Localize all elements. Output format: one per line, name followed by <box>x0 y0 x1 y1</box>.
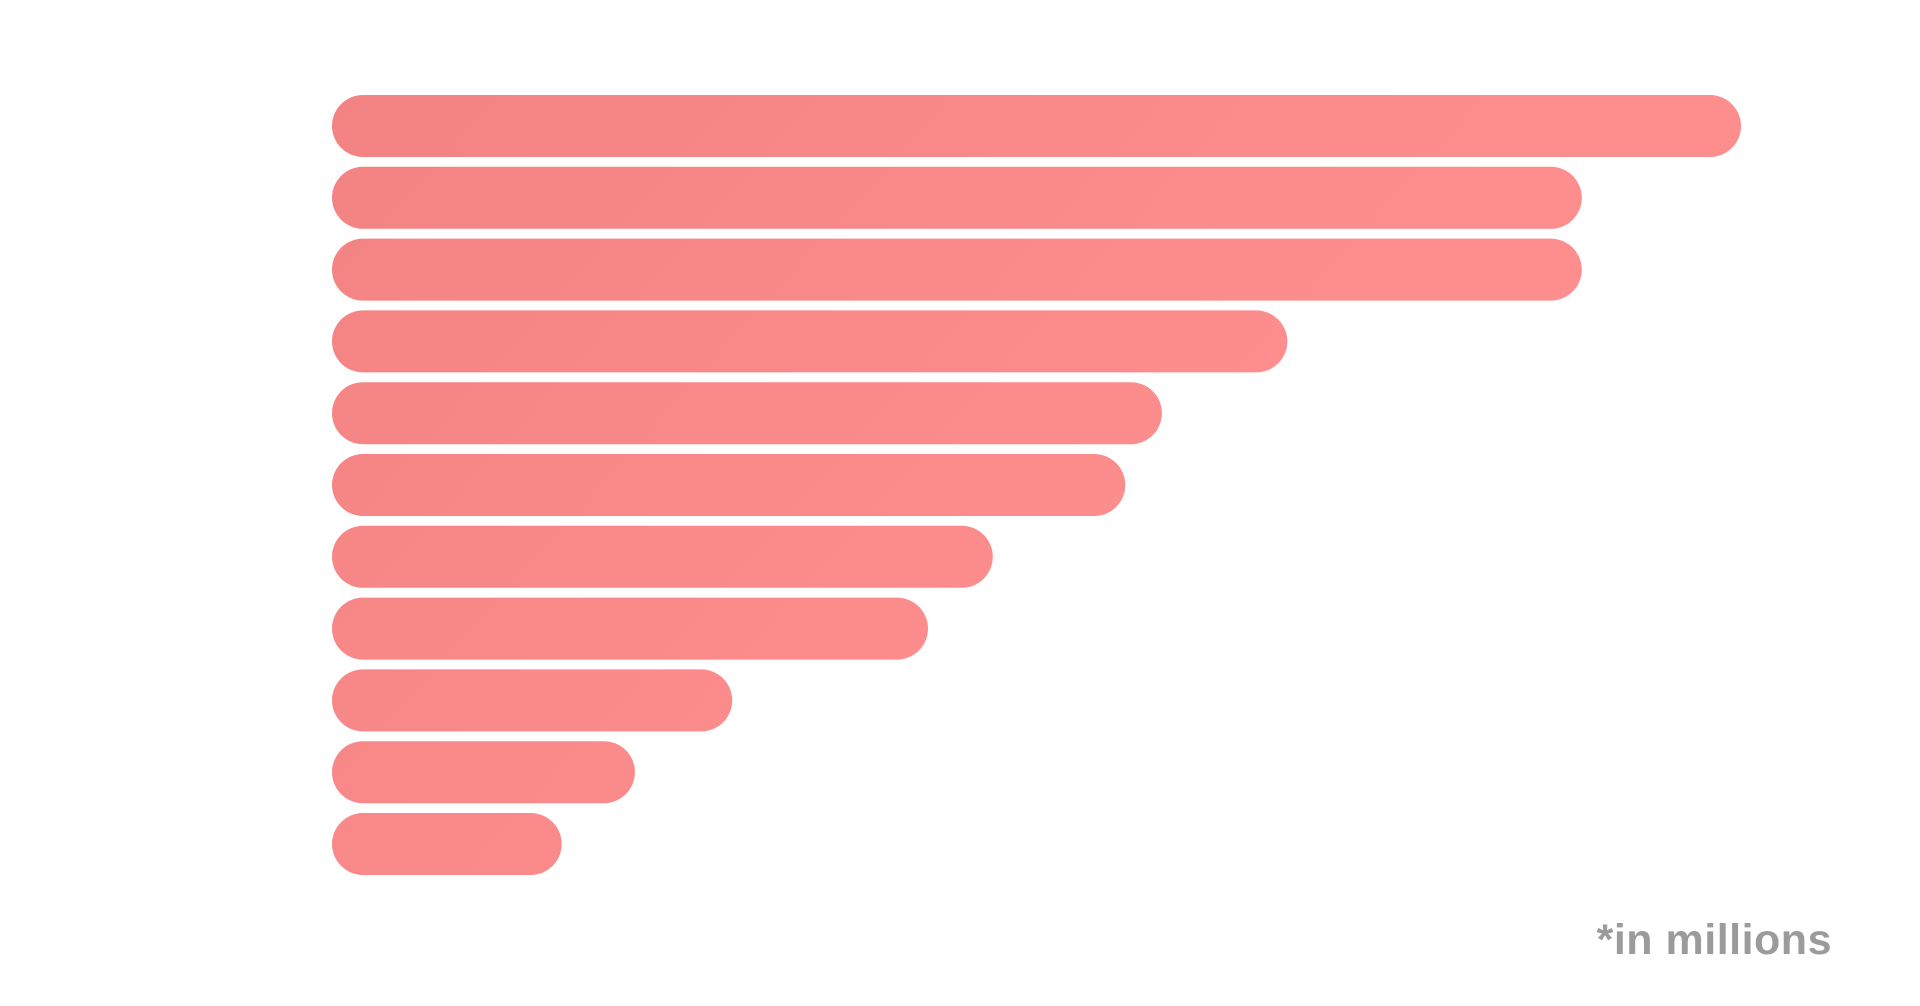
bars-group <box>332 95 1741 875</box>
bar-4 <box>332 310 1288 373</box>
bar-9 <box>332 669 733 732</box>
bar-5 <box>332 382 1162 445</box>
bar-10 <box>332 741 635 804</box>
bar-1 <box>332 95 1741 157</box>
bar-2 <box>332 166 1582 229</box>
bar-3 <box>332 238 1582 301</box>
bar-11 <box>332 813 562 875</box>
bar-6 <box>332 454 1126 516</box>
bar-8 <box>332 597 928 660</box>
bar-7 <box>332 525 993 588</box>
units-footnote: *in millions <box>1596 916 1832 964</box>
